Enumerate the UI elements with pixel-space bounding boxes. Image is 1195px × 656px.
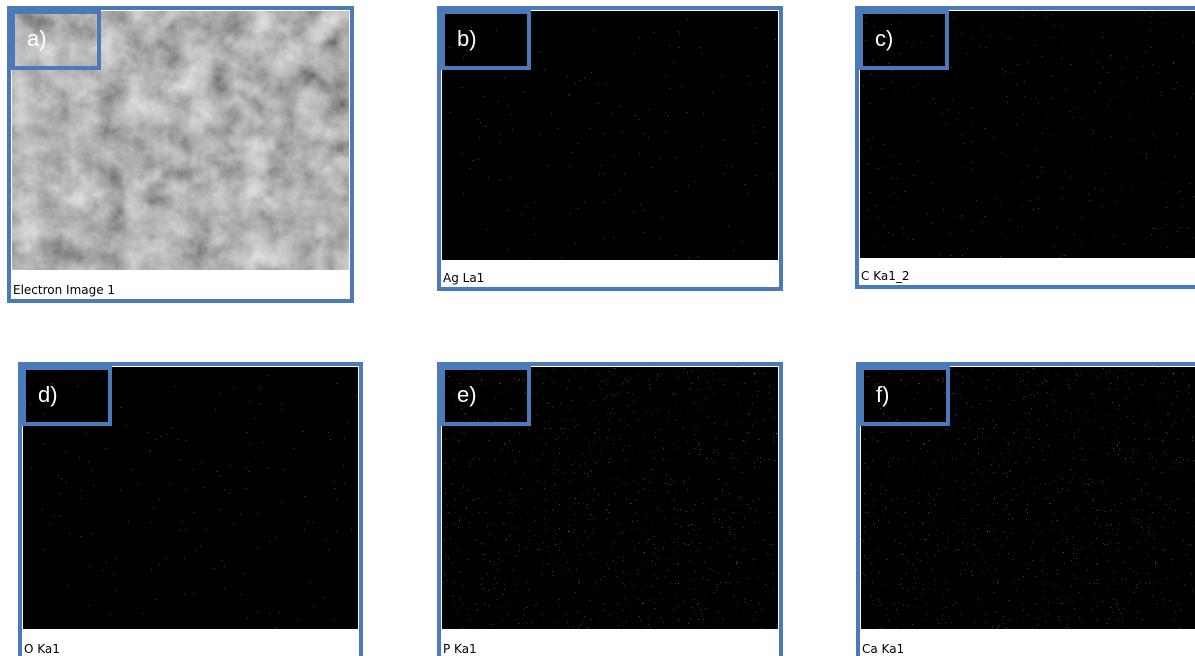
- panel-caption: C Ka1_2: [861, 269, 909, 283]
- panel-label: e): [441, 366, 531, 426]
- panel-label: c): [859, 10, 949, 70]
- panel: b) Ag La1: [437, 6, 783, 291]
- panel-label: b): [441, 10, 531, 70]
- panel-label: d): [22, 366, 112, 426]
- figure: {"panels": [ {"label": "a)", "caption": …: [0, 0, 1195, 656]
- panel-label: a): [11, 10, 101, 70]
- panel-caption: Ag La1: [443, 271, 484, 285]
- panel: f) Ca Ka1: [856, 362, 1195, 656]
- panel: c) C Ka1_2: [855, 6, 1195, 289]
- panel: e) P Ka1: [437, 362, 783, 656]
- panel-label: f): [860, 366, 950, 426]
- panel-caption: Ca Ka1: [862, 642, 904, 656]
- panel: a) Electron Image 1: [7, 6, 354, 303]
- panel-caption: P Ka1: [443, 642, 477, 656]
- panel-caption: Electron Image 1: [13, 283, 115, 297]
- panel: d) O Ka1: [18, 362, 363, 656]
- panel-caption: O Ka1: [24, 642, 60, 656]
